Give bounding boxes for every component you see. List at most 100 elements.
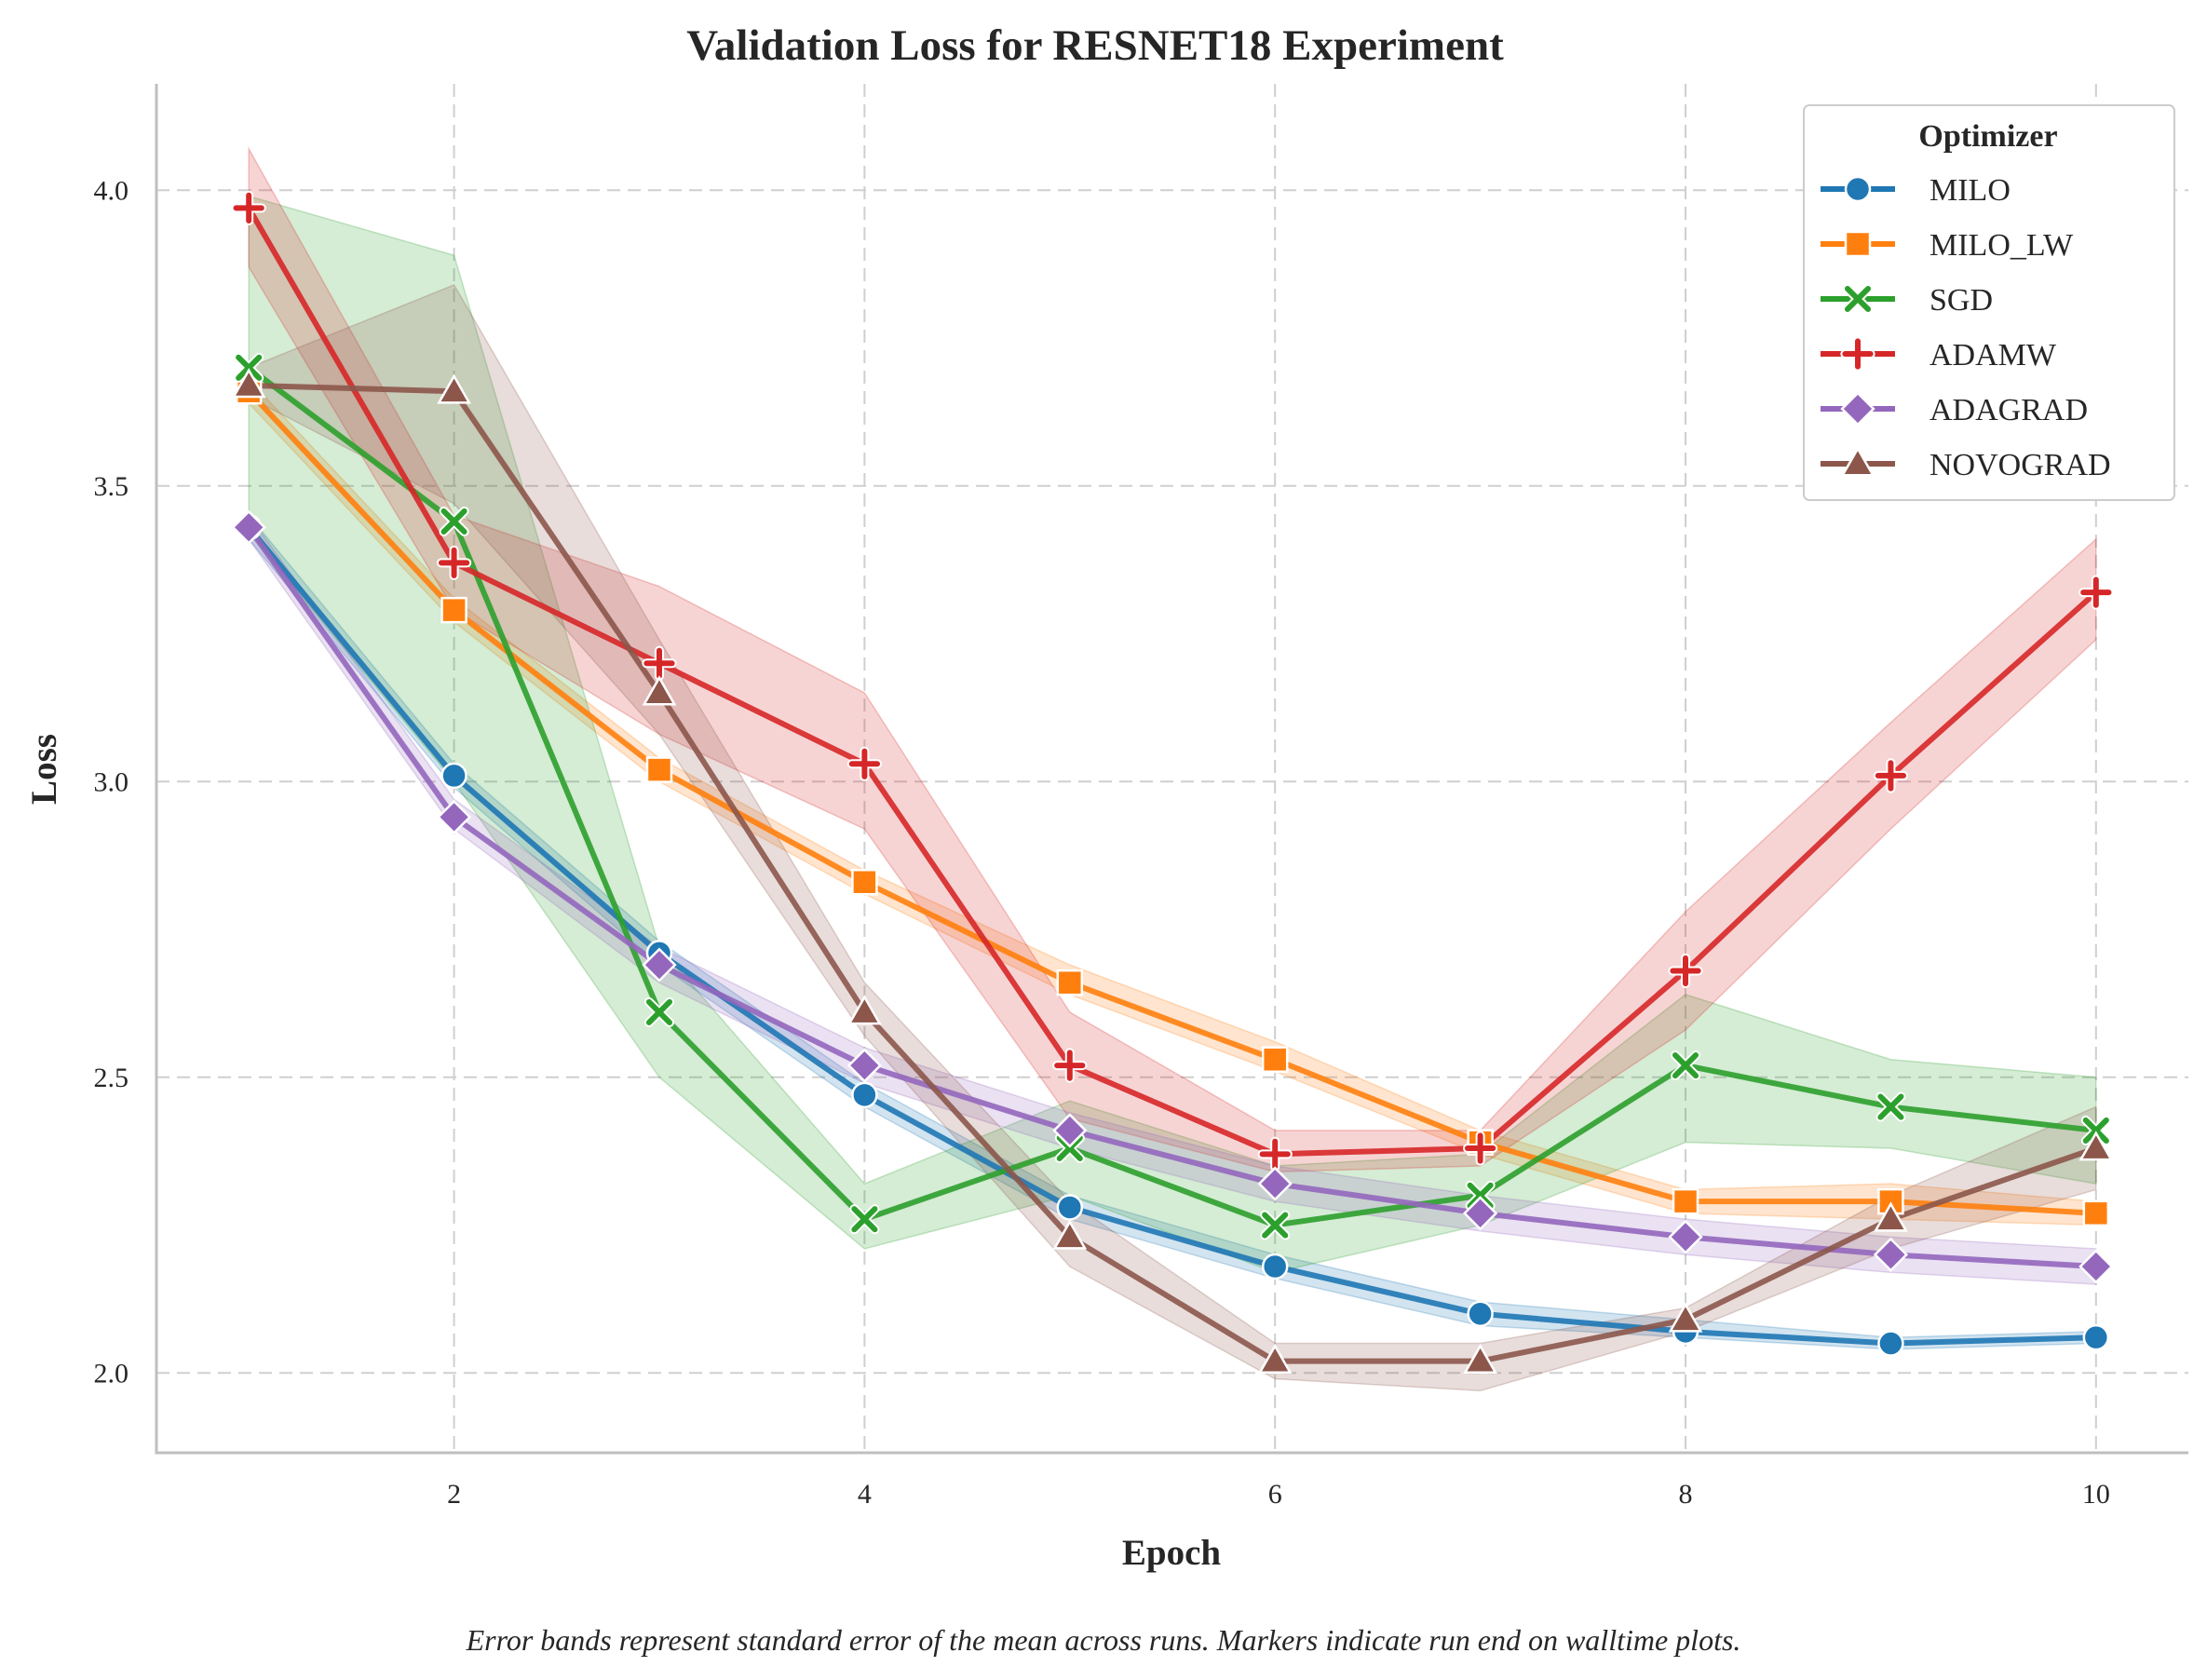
sgd-point xyxy=(643,996,675,1027)
adamw-line xyxy=(246,205,2099,1158)
milo-lw-point xyxy=(1261,1046,1289,1073)
novograd-point xyxy=(437,373,471,404)
error-bands xyxy=(248,145,2097,1392)
legend-marker xyxy=(1844,230,1872,258)
adagrad-point xyxy=(846,1048,883,1083)
sgd-point xyxy=(234,352,264,383)
adagrad-point xyxy=(1873,1237,1909,1272)
milo-point xyxy=(440,762,467,790)
legend-marker xyxy=(1840,391,1875,427)
x-tick-label: 2 xyxy=(447,1479,461,1510)
adamw-point xyxy=(642,645,677,681)
y-tick-label: 3.5 xyxy=(94,471,129,502)
series-lines xyxy=(246,205,2099,1364)
legend-label: MILO xyxy=(1929,173,2011,208)
milo-lw-point xyxy=(440,596,467,624)
adamw-error-band xyxy=(248,145,2097,1173)
novograd-point xyxy=(1463,1343,1498,1375)
legend-marker xyxy=(1842,283,1874,315)
sgd-error-band xyxy=(248,195,2097,1274)
caption: Error bands represent standard error of … xyxy=(466,1623,1741,1657)
adamw-point xyxy=(846,746,883,781)
adamw-point xyxy=(1052,1048,1088,1083)
chart-title: Validation Loss for RESNET18 Experiment xyxy=(686,21,1504,70)
adagrad-point xyxy=(231,509,266,545)
legend-label: SGD xyxy=(1929,283,1993,318)
milo-point xyxy=(851,1081,878,1109)
milo-lw-line xyxy=(246,388,2099,1216)
sgd-point xyxy=(849,1204,880,1235)
milo-lw-point xyxy=(1056,969,1084,996)
legend-label: MILO_LW xyxy=(1929,228,2074,263)
x-tick-label: 8 xyxy=(1679,1479,1693,1510)
legend-label: ADAMW xyxy=(1929,338,2057,373)
sgd-point xyxy=(2080,1115,2111,1145)
milo-point xyxy=(1877,1330,1904,1357)
novograd-point xyxy=(642,675,677,706)
sgd-line xyxy=(246,364,2099,1228)
milo-point xyxy=(1467,1300,1494,1328)
adagrad-point xyxy=(642,947,677,982)
legend-marker xyxy=(1840,336,1875,372)
adamw-point xyxy=(436,545,472,580)
novograd-line xyxy=(246,382,2099,1364)
milo-point xyxy=(1056,1194,1084,1221)
adamw-point xyxy=(1668,953,1703,989)
sgd-point xyxy=(1260,1210,1291,1240)
novograd-point xyxy=(1052,1219,1088,1250)
series-markers xyxy=(231,190,2114,1375)
legend: Optimizer MILO MILO_LW SGD ADAMW ADAGRAD NOVO… xyxy=(1803,104,2175,501)
x-axis-title: Epoch xyxy=(1122,1533,1222,1573)
legend-label: ADAGRAD xyxy=(1929,393,2088,427)
legend-item-milo: MILO xyxy=(1821,173,2011,208)
adamw-point xyxy=(1873,758,1909,793)
sgd-point xyxy=(1465,1180,1496,1211)
milo-lw-point xyxy=(2082,1199,2110,1227)
adagrad-line xyxy=(246,524,2099,1269)
novograd-point xyxy=(1874,1201,1908,1232)
y-tick-label: 3.0 xyxy=(94,766,129,797)
milo-lw-point xyxy=(1672,1187,1699,1215)
x-tick-label: 4 xyxy=(858,1479,872,1510)
adagrad-point xyxy=(1257,1166,1293,1201)
milo-lw-point xyxy=(645,756,673,783)
x-tick-label: 6 xyxy=(1268,1479,1282,1510)
adagrad-point xyxy=(1668,1219,1703,1254)
novograd-point xyxy=(1257,1343,1293,1375)
adamw-point xyxy=(2078,575,2114,610)
legend-label: NOVOGRAD xyxy=(1929,448,2111,482)
adagrad-error-band xyxy=(248,513,2097,1285)
y-tick-label: 2.0 xyxy=(94,1358,129,1389)
x-ticks: 2 4 6 8 10 xyxy=(447,1479,2110,1510)
axes-spine xyxy=(155,84,2188,1455)
adamw-point xyxy=(231,190,266,225)
adagrad-point xyxy=(436,799,472,835)
x-tick-label: 10 xyxy=(2082,1479,2110,1510)
y-tick-label: 2.5 xyxy=(94,1063,129,1093)
sgd-point xyxy=(1875,1091,1906,1122)
legend-item-sgd: SGD xyxy=(1821,283,1993,318)
y-tick-label: 4.0 xyxy=(94,175,129,206)
y-ticks: 2.0 2.5 3.0 3.5 4.0 xyxy=(94,175,129,1389)
adamw-point xyxy=(1257,1136,1293,1172)
sgd-point xyxy=(439,506,469,536)
milo-line xyxy=(246,524,2099,1347)
sgd-point xyxy=(1670,1050,1701,1081)
legend-title: Optimizer xyxy=(1918,119,2057,154)
novograd-point xyxy=(2078,1131,2114,1161)
sgd-point xyxy=(1054,1132,1085,1164)
milo-point xyxy=(1261,1253,1289,1280)
adagrad-point xyxy=(2078,1249,2114,1284)
legend-item-novograd: NOVOGRAD xyxy=(1821,446,2111,482)
legend-marker xyxy=(1844,175,1872,203)
legend-marker xyxy=(1840,446,1875,477)
novograd-point xyxy=(1668,1302,1703,1333)
adamw-point xyxy=(1462,1131,1498,1166)
novograd-point xyxy=(231,368,266,399)
novograd-error-band xyxy=(248,283,2097,1392)
y-axis-title: Loss xyxy=(24,734,64,805)
legend-item-milo-lw: MILO_LW xyxy=(1821,228,2074,263)
adagrad-point xyxy=(1052,1113,1088,1148)
novograd-point xyxy=(846,995,882,1025)
